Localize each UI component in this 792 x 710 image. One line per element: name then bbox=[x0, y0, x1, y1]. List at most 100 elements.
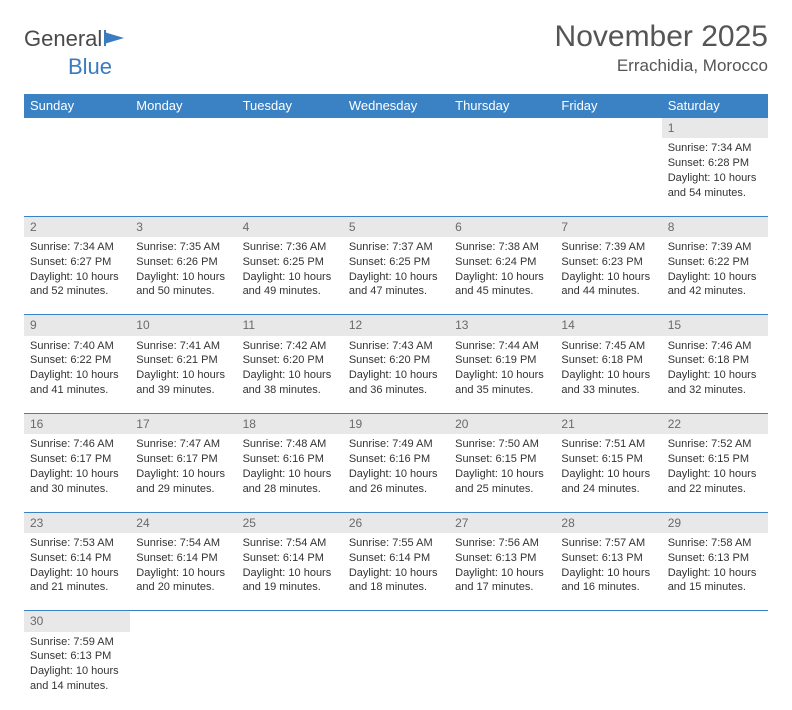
sunset-line: Sunset: 6:25 PM bbox=[243, 255, 337, 270]
day-number-row: 16171819202122 bbox=[24, 414, 768, 435]
day-number: 5 bbox=[343, 216, 449, 237]
daylight-line: Daylight: 10 hours and 19 minutes. bbox=[243, 566, 337, 596]
daylight-line: Daylight: 10 hours and 47 minutes. bbox=[349, 270, 443, 300]
sunset-line: Sunset: 6:17 PM bbox=[136, 452, 230, 467]
sunset-line: Sunset: 6:26 PM bbox=[136, 255, 230, 270]
day-number: 18 bbox=[237, 414, 343, 435]
day-number: 15 bbox=[662, 315, 768, 336]
day-number: 20 bbox=[449, 414, 555, 435]
day-number: 16 bbox=[24, 414, 130, 435]
sunset-line: Sunset: 6:22 PM bbox=[30, 353, 124, 368]
sunrise-line: Sunrise: 7:42 AM bbox=[243, 339, 337, 354]
day-number: 22 bbox=[662, 414, 768, 435]
day-cell bbox=[449, 632, 555, 710]
sunset-line: Sunset: 6:15 PM bbox=[561, 452, 655, 467]
day-cell: Sunrise: 7:51 AMSunset: 6:15 PMDaylight:… bbox=[555, 434, 661, 512]
day-cell: Sunrise: 7:39 AMSunset: 6:22 PMDaylight:… bbox=[662, 237, 768, 315]
day-number: 30 bbox=[24, 611, 130, 632]
sunrise-line: Sunrise: 7:52 AM bbox=[668, 437, 762, 452]
day-content-row: Sunrise: 7:34 AMSunset: 6:28 PMDaylight:… bbox=[24, 138, 768, 216]
daylight-line: Daylight: 10 hours and 22 minutes. bbox=[668, 467, 762, 497]
sunrise-line: Sunrise: 7:51 AM bbox=[561, 437, 655, 452]
sunset-line: Sunset: 6:14 PM bbox=[243, 551, 337, 566]
sunset-line: Sunset: 6:19 PM bbox=[455, 353, 549, 368]
location: Errachidia, Morocco bbox=[555, 56, 768, 76]
day-number: 12 bbox=[343, 315, 449, 336]
daylight-line: Daylight: 10 hours and 35 minutes. bbox=[455, 368, 549, 398]
sunset-line: Sunset: 6:21 PM bbox=[136, 353, 230, 368]
day-cell: Sunrise: 7:37 AMSunset: 6:25 PMDaylight:… bbox=[343, 237, 449, 315]
day-header: Tuesday bbox=[237, 94, 343, 118]
day-number bbox=[343, 611, 449, 632]
sunrise-line: Sunrise: 7:41 AM bbox=[136, 339, 230, 354]
sunset-line: Sunset: 6:13 PM bbox=[668, 551, 762, 566]
logo: General bbox=[24, 26, 126, 52]
daylight-line: Daylight: 10 hours and 26 minutes. bbox=[349, 467, 443, 497]
calendar-table: SundayMondayTuesdayWednesdayThursdayFrid… bbox=[24, 94, 768, 710]
day-number: 8 bbox=[662, 216, 768, 237]
day-number: 27 bbox=[449, 512, 555, 533]
day-number: 21 bbox=[555, 414, 661, 435]
logo-text-2: Blue bbox=[68, 54, 112, 80]
daylight-line: Daylight: 10 hours and 39 minutes. bbox=[136, 368, 230, 398]
daylight-line: Daylight: 10 hours and 49 minutes. bbox=[243, 270, 337, 300]
day-header: Sunday bbox=[24, 94, 130, 118]
sunrise-line: Sunrise: 7:46 AM bbox=[30, 437, 124, 452]
daylight-line: Daylight: 10 hours and 54 minutes. bbox=[668, 171, 762, 201]
daylight-line: Daylight: 10 hours and 52 minutes. bbox=[30, 270, 124, 300]
sunrise-line: Sunrise: 7:49 AM bbox=[349, 437, 443, 452]
day-cell: Sunrise: 7:55 AMSunset: 6:14 PMDaylight:… bbox=[343, 533, 449, 611]
day-number: 1 bbox=[662, 118, 768, 139]
daylight-line: Daylight: 10 hours and 29 minutes. bbox=[136, 467, 230, 497]
daylight-line: Daylight: 10 hours and 25 minutes. bbox=[455, 467, 549, 497]
day-cell: Sunrise: 7:46 AMSunset: 6:17 PMDaylight:… bbox=[24, 434, 130, 512]
sunrise-line: Sunrise: 7:57 AM bbox=[561, 536, 655, 551]
daylight-line: Daylight: 10 hours and 33 minutes. bbox=[561, 368, 655, 398]
day-cell bbox=[555, 138, 661, 216]
day-number: 29 bbox=[662, 512, 768, 533]
day-cell: Sunrise: 7:41 AMSunset: 6:21 PMDaylight:… bbox=[130, 336, 236, 414]
day-number: 9 bbox=[24, 315, 130, 336]
daylight-line: Daylight: 10 hours and 45 minutes. bbox=[455, 270, 549, 300]
sunrise-line: Sunrise: 7:59 AM bbox=[30, 635, 124, 650]
daylight-line: Daylight: 10 hours and 30 minutes. bbox=[30, 467, 124, 497]
sunset-line: Sunset: 6:13 PM bbox=[30, 649, 124, 664]
sunset-line: Sunset: 6:18 PM bbox=[561, 353, 655, 368]
day-number-row: 30 bbox=[24, 611, 768, 632]
logo-text-1: General bbox=[24, 26, 102, 52]
day-content-row: Sunrise: 7:59 AMSunset: 6:13 PMDaylight:… bbox=[24, 632, 768, 710]
logo-flag-icon bbox=[104, 30, 126, 46]
sunrise-line: Sunrise: 7:58 AM bbox=[668, 536, 762, 551]
page-title: November 2025 bbox=[555, 20, 768, 54]
sunrise-line: Sunrise: 7:37 AM bbox=[349, 240, 443, 255]
day-number-row: 1 bbox=[24, 118, 768, 139]
day-header: Thursday bbox=[449, 94, 555, 118]
day-cell: Sunrise: 7:58 AMSunset: 6:13 PMDaylight:… bbox=[662, 533, 768, 611]
day-header: Monday bbox=[130, 94, 236, 118]
daylight-line: Daylight: 10 hours and 20 minutes. bbox=[136, 566, 230, 596]
daylight-line: Daylight: 10 hours and 36 minutes. bbox=[349, 368, 443, 398]
day-cell bbox=[449, 138, 555, 216]
sunrise-line: Sunrise: 7:39 AM bbox=[668, 240, 762, 255]
day-cell bbox=[237, 632, 343, 710]
day-header: Friday bbox=[555, 94, 661, 118]
day-cell bbox=[343, 138, 449, 216]
day-content-row: Sunrise: 7:40 AMSunset: 6:22 PMDaylight:… bbox=[24, 336, 768, 414]
sunset-line: Sunset: 6:16 PM bbox=[243, 452, 337, 467]
day-number: 3 bbox=[130, 216, 236, 237]
day-cell: Sunrise: 7:39 AMSunset: 6:23 PMDaylight:… bbox=[555, 237, 661, 315]
sunset-line: Sunset: 6:28 PM bbox=[668, 156, 762, 171]
day-number: 4 bbox=[237, 216, 343, 237]
day-cell: Sunrise: 7:47 AMSunset: 6:17 PMDaylight:… bbox=[130, 434, 236, 512]
sunrise-line: Sunrise: 7:44 AM bbox=[455, 339, 549, 354]
day-number: 10 bbox=[130, 315, 236, 336]
day-cell: Sunrise: 7:56 AMSunset: 6:13 PMDaylight:… bbox=[449, 533, 555, 611]
day-number: 14 bbox=[555, 315, 661, 336]
day-cell: Sunrise: 7:45 AMSunset: 6:18 PMDaylight:… bbox=[555, 336, 661, 414]
day-number: 23 bbox=[24, 512, 130, 533]
day-content-row: Sunrise: 7:34 AMSunset: 6:27 PMDaylight:… bbox=[24, 237, 768, 315]
day-number: 2 bbox=[24, 216, 130, 237]
sunrise-line: Sunrise: 7:43 AM bbox=[349, 339, 443, 354]
sunrise-line: Sunrise: 7:45 AM bbox=[561, 339, 655, 354]
day-number: 17 bbox=[130, 414, 236, 435]
